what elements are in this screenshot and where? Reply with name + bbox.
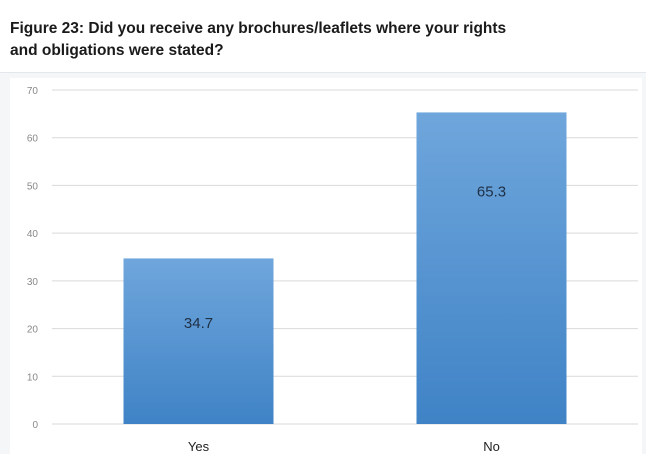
x-axis-ticks: Yes No (188, 439, 500, 454)
data-labels: 34.7 65.3 (184, 184, 506, 332)
bar-yes (123, 258, 274, 424)
y-tick-label: 20 (27, 325, 39, 336)
bars (123, 112, 567, 424)
bar-no (416, 112, 567, 424)
y-tick-label: 60 (27, 134, 39, 145)
y-tick-label: 30 (27, 277, 39, 288)
x-tick-label-no: No (483, 439, 500, 454)
title-bar: Figure 23: Did you receive any brochures… (0, 0, 646, 73)
chart-title: Figure 23: Did you receive any brochures… (10, 20, 507, 59)
data-label-yes: 34.7 (184, 315, 213, 332)
x-tick-label-yes: Yes (188, 439, 210, 454)
y-tick-label: 40 (27, 229, 39, 240)
y-tick-label: 0 (32, 420, 38, 431)
y-tick-label: 50 (27, 181, 39, 192)
data-label-no: 65.3 (477, 184, 506, 201)
y-tick-label: 70 (27, 86, 39, 97)
y-tick-label: 10 (27, 372, 39, 383)
y-axis-ticks: 0 10 20 30 40 50 60 70 (27, 86, 39, 431)
